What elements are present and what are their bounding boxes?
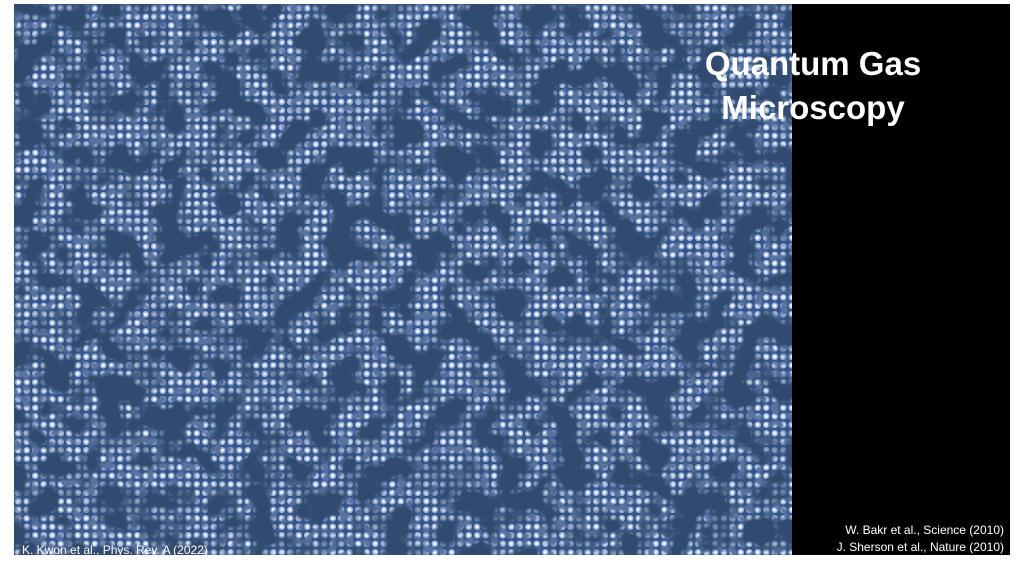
slide: Quantum Gas Microscopy K. Kwon et al., P…: [14, 4, 1010, 555]
reference: W. Bakr et al., Science (2010): [845, 523, 1004, 537]
image-credit: K. Kwon et al., Phys. Rev. A (2022): [22, 543, 208, 555]
microscope-image: [14, 4, 792, 555]
title-line: Microscopy: [721, 89, 905, 126]
reference: J. Sherson et al., Nature (2010): [836, 540, 1004, 554]
dark-regions: [14, 4, 792, 555]
title-line: Quantum Gas: [704, 45, 922, 82]
